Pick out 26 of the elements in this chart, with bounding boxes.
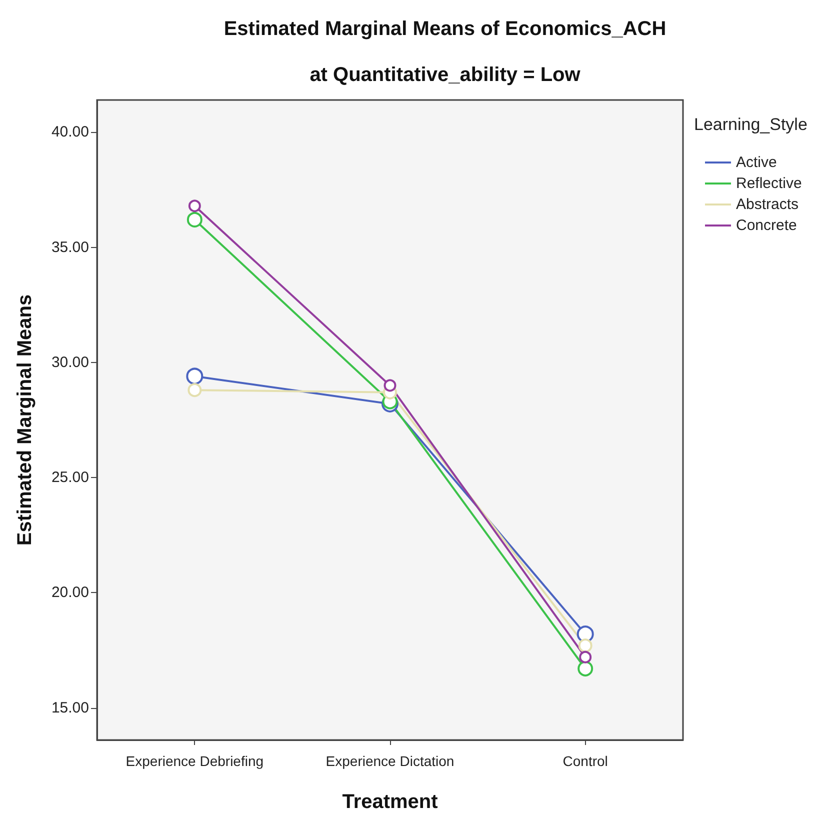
x-tick-label: Control [562, 753, 608, 769]
legend-label: Concrete [736, 217, 797, 234]
legend-label: Abstracts [736, 196, 799, 213]
point [186, 368, 204, 385]
y-axis-title: Estimated Marginal Means [14, 294, 36, 546]
legend-label: Reflective [736, 175, 802, 192]
y-tick-label: 20.00 [51, 584, 89, 602]
legend-title: Learning_Style [694, 115, 808, 134]
x-axis-title: Treatment [342, 791, 438, 813]
point [188, 383, 202, 398]
point [188, 200, 201, 212]
y-tick-label: 25.00 [51, 469, 89, 486]
y-tick-label: 35.00 [51, 238, 89, 256]
point [384, 379, 396, 392]
y-tick-label: 15.00 [51, 699, 89, 716]
chart-subtitle: at Quantitative_ability = Low [310, 64, 581, 86]
point [578, 638, 592, 653]
x-tick-label: Experience Dictation [326, 753, 454, 769]
legend-label: Active [736, 154, 777, 171]
point [578, 660, 594, 676]
point [579, 650, 592, 664]
x-tick-label: Experience Debriefing [126, 753, 264, 769]
chart-title: Estimated Marginal Means of Economics_ACH [224, 18, 666, 40]
y-tick-label: 30.00 [51, 354, 89, 371]
y-tick-label: 40.00 [51, 124, 89, 141]
point [186, 212, 202, 228]
